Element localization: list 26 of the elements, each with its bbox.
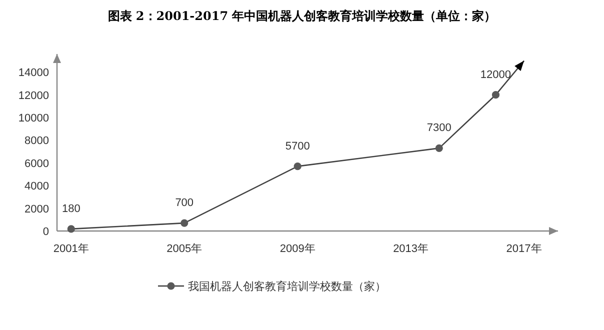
y-tick-label: 6000: [24, 158, 49, 170]
point: [435, 144, 443, 152]
point: [294, 162, 302, 170]
y-tick-label: 12000: [18, 90, 49, 102]
legend: 我国机器人创客教育培训学校数量（家）: [158, 281, 386, 293]
x-tick-label: 2005年: [166, 243, 202, 255]
point: [180, 219, 188, 227]
x-tick-label: 2017年: [506, 243, 542, 255]
y-tick-label: 14000: [18, 67, 49, 80]
data-label: 700: [175, 197, 194, 210]
data-label: 5700: [285, 140, 310, 152]
data-label: 180: [62, 202, 80, 215]
x-tick-label: 2009年: [280, 243, 316, 255]
point: [67, 225, 75, 233]
y-tick-label: 0: [42, 226, 49, 238]
legend-label: 我国机器人创客教育培训学校数量（家）: [188, 280, 386, 293]
point: [492, 91, 500, 99]
y-tick-label: 8000: [24, 135, 49, 148]
y-tick-label: 2000: [24, 203, 49, 216]
chart-title: 图表 2：2001-2017 年中国机器人创客教育培训学校数量（单位：家）: [108, 9, 496, 23]
x-tick-label: 2001年: [53, 243, 89, 255]
x-tick-label: 2013年: [393, 243, 429, 255]
data-label: 7300: [426, 122, 452, 134]
y-tick-label: 4000: [24, 180, 49, 193]
data-label: 12000: [480, 68, 512, 81]
y-tick-label: 10000: [18, 112, 49, 125]
